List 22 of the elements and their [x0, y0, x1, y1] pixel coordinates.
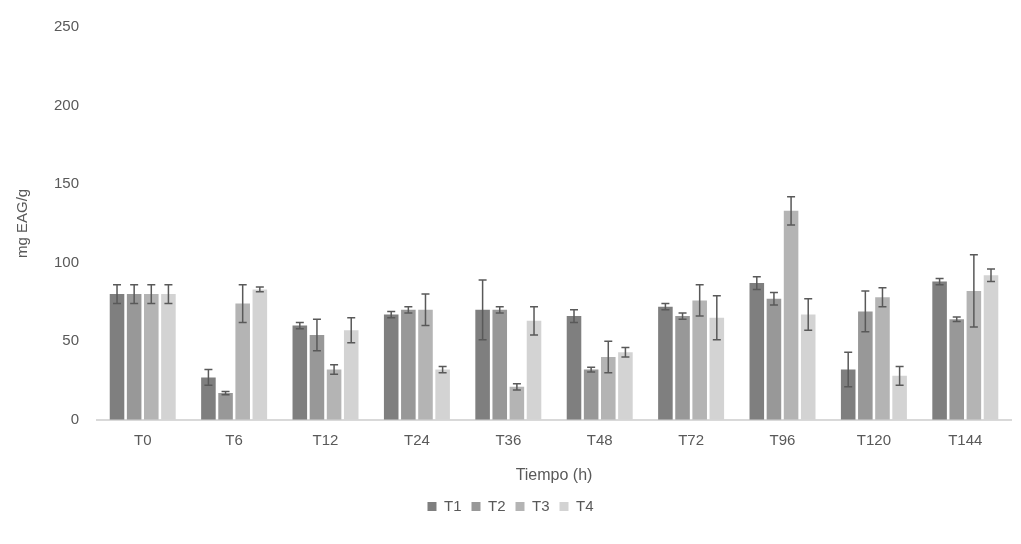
- y-tick-label: 100: [54, 252, 80, 270]
- x-axis-title: Tiempo (h): [515, 465, 593, 483]
- legend-label: T3: [532, 496, 550, 514]
- y-tick-label: 50: [62, 331, 80, 349]
- x-tick-label: T72: [678, 430, 705, 448]
- y-tick-label: 0: [70, 409, 80, 427]
- x-tick-label: T144: [948, 430, 983, 448]
- legend-label: T1: [443, 496, 462, 514]
- x-tick-label: T0: [133, 430, 152, 448]
- x-tick-label: T120: [856, 430, 892, 448]
- y-tick-label: 250: [54, 17, 80, 35]
- x-tick-label: T48: [586, 430, 613, 448]
- y-axis-title: mg EAG/g: [13, 188, 31, 258]
- x-tick-label: T12: [312, 430, 339, 448]
- legend-label: T2: [488, 496, 506, 514]
- y-tick-label: 200: [54, 95, 80, 113]
- legend-label: T4: [576, 496, 594, 514]
- x-tick-label: T24: [403, 430, 430, 448]
- x-tick-label: T96: [769, 430, 796, 448]
- y-tick-label: 150: [54, 174, 80, 192]
- x-tick-label: T36: [495, 430, 522, 448]
- x-tick-label: T6: [225, 430, 243, 448]
